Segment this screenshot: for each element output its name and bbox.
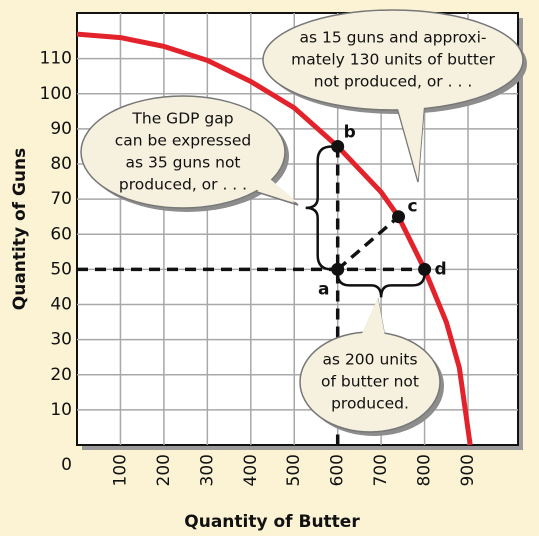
x-tick-label: 700 [371, 454, 391, 486]
y-tick-label: 50 [50, 259, 72, 279]
bubble-tail-join [360, 298, 385, 338]
y-tick-label: 80 [50, 154, 72, 174]
annotation-line: mately 130 units of butter [291, 51, 495, 69]
bubble [262, 9, 524, 111]
point-label: a [318, 279, 329, 299]
point-label: d [435, 259, 447, 279]
point [331, 139, 345, 153]
x-tick-label: 900 [458, 454, 478, 486]
y-tick-label: 40 [50, 295, 72, 315]
annotation-line: not produced, or . . . [314, 73, 473, 91]
point [331, 262, 345, 276]
x-tick-label: 100 [110, 454, 130, 486]
bubble [80, 95, 286, 209]
annotation-line: The GDP gap [131, 110, 233, 128]
x-tick-label: 400 [241, 454, 261, 486]
point [392, 210, 406, 224]
y-tick-label: 110 [40, 49, 72, 69]
annotation-line: as 15 guns and approxi- [299, 29, 486, 47]
point-label: b [344, 122, 356, 142]
y-tick-label: 100 [40, 84, 72, 104]
y-tick-label: 0 [61, 455, 72, 475]
y-tick-label: 70 [50, 189, 72, 209]
brace-vertical [305, 145, 332, 271]
annotation-line: produced. [331, 395, 409, 413]
y-tick-label: 20 [50, 365, 72, 385]
point-label: c [407, 197, 417, 217]
bubble-tail-join [235, 166, 298, 203]
guide-diagonal [336, 215, 400, 271]
x-tick-label: 500 [284, 454, 304, 486]
y-tick-label: 30 [50, 330, 72, 350]
x-axis-title: Quantity of Butter [184, 512, 360, 532]
y-tick-label: 60 [50, 224, 72, 244]
x-tick-label: 300 [197, 454, 217, 486]
annotation-line: as 200 units [322, 351, 417, 369]
y-axis-title: Quantity of Guns [10, 148, 30, 310]
y-tick-label: 90 [50, 119, 72, 139]
brace-horizontal [336, 273, 426, 298]
x-tick-label: 600 [328, 454, 348, 486]
y-tick-label: 10 [50, 400, 72, 420]
point [418, 262, 432, 276]
annotation-line: can be expressed [115, 132, 251, 150]
bubble-tail-join [395, 93, 425, 180]
x-tick-label: 800 [415, 454, 435, 486]
marks: a b c d [76, 31, 473, 446]
x-tick-label: 200 [154, 454, 174, 486]
annotation-line: of butter not [321, 373, 419, 391]
annotation-line: as 35 guns not [125, 154, 240, 172]
annotation-line: produced, or . . . [119, 176, 247, 194]
